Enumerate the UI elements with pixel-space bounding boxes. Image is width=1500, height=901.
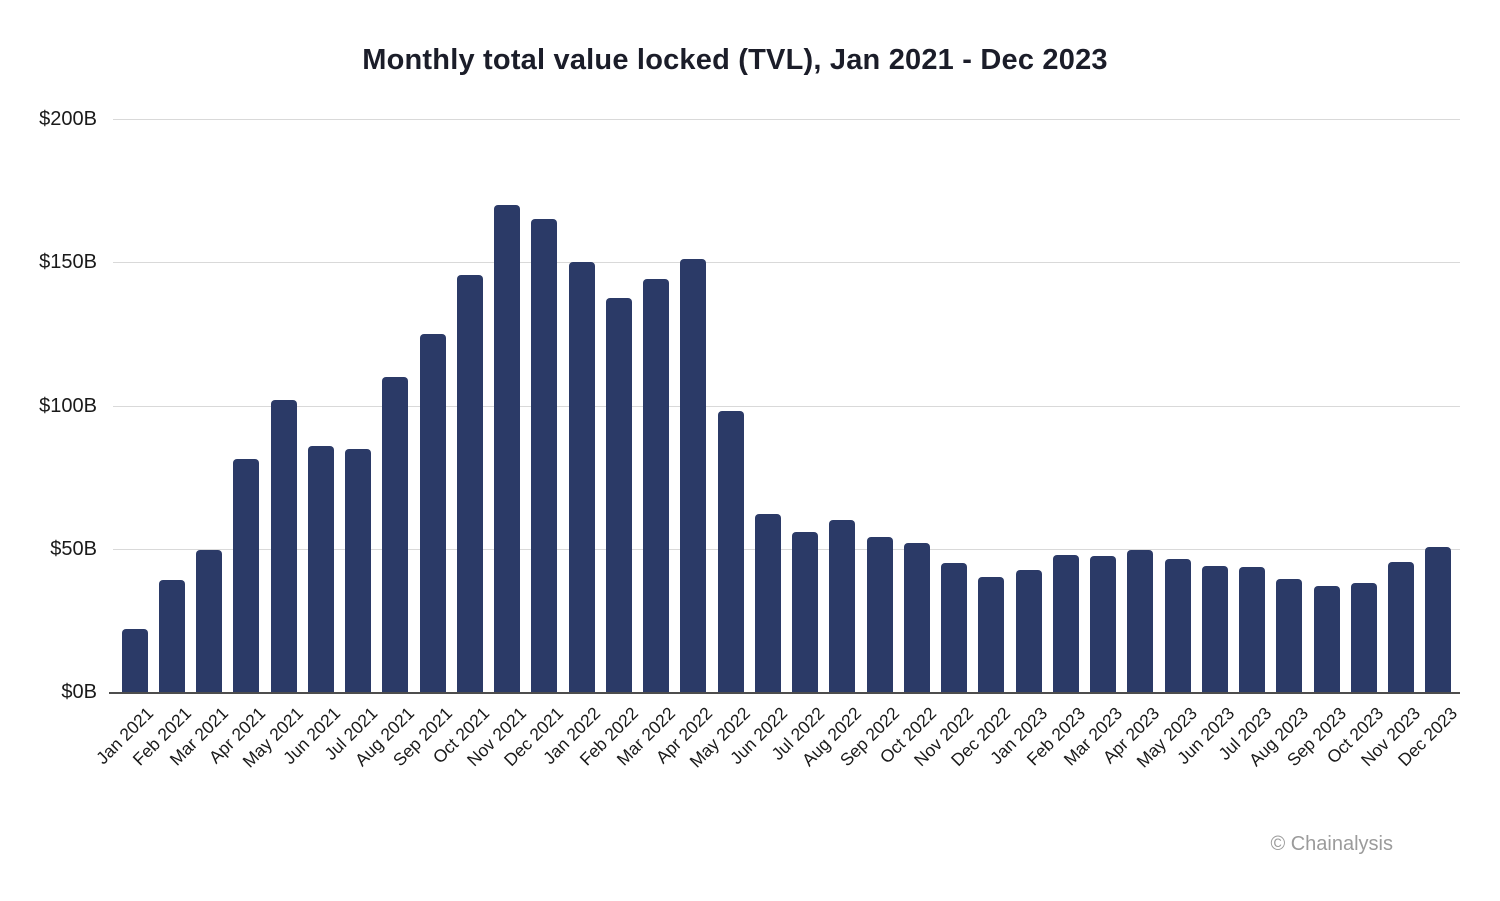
gridline — [113, 549, 1460, 550]
x-axis-line — [109, 692, 1460, 694]
chart-title: Monthly total value locked (TVL), Jan 20… — [362, 44, 1108, 76]
tvl-bar-aug-2021 — [382, 376, 409, 692]
tvl-bar-nov-2023 — [1388, 561, 1414, 692]
tvl-bar-sep-2023 — [1313, 586, 1340, 692]
tvl-bar-nov-2021 — [494, 204, 520, 692]
y-tick-label: $50B — [50, 538, 97, 560]
tvl-bar-dec-2022 — [978, 577, 1005, 692]
tvl-bar-jul-2023 — [1239, 567, 1265, 692]
tvl-bar-sep-2021 — [419, 333, 446, 692]
tvl-bar-sep-2022 — [866, 537, 893, 692]
y-tick-label: $0B — [61, 681, 97, 703]
tvl-bar-aug-2023 — [1276, 578, 1303, 692]
y-tick-label: $100B — [39, 395, 97, 417]
tvl-bar-jun-2023 — [1201, 565, 1228, 692]
gridline — [113, 406, 1460, 407]
y-tick-label: $150B — [39, 251, 97, 273]
tvl-bar-feb-2022 — [605, 298, 632, 692]
tvl-bar-mar-2021 — [196, 550, 222, 692]
tvl-bar-jul-2022 — [792, 531, 818, 692]
tvl-bar-nov-2022 — [941, 563, 967, 692]
tvl-bar-may-2023 — [1164, 558, 1191, 692]
tvl-bar-feb-2023 — [1052, 554, 1079, 692]
tvl-bar-jan-2021 — [121, 629, 148, 692]
tvl-bar-apr-2021 — [233, 458, 260, 692]
tvl-bar-oct-2021 — [456, 275, 483, 692]
tvl-bar-aug-2022 — [829, 520, 856, 692]
gridline — [113, 119, 1460, 120]
tvl-bar-mar-2022 — [643, 279, 669, 692]
tvl-bar-jun-2021 — [307, 445, 334, 692]
gridline — [113, 262, 1460, 263]
tvl-bar-mar-2023 — [1090, 555, 1116, 692]
tvl-bar-dec-2023 — [1425, 547, 1452, 692]
tvl-bar-oct-2022 — [903, 543, 930, 692]
tvl-bar-jun-2022 — [754, 514, 781, 692]
tvl-bar-jul-2021 — [345, 448, 371, 692]
attribution-text: © Chainalysis — [1270, 833, 1393, 855]
tvl-bar-jan-2023 — [1015, 570, 1042, 692]
tvl-bar-apr-2022 — [680, 259, 707, 692]
tvl-bar-dec-2021 — [531, 219, 558, 692]
tvl-bar-may-2021 — [270, 399, 297, 692]
y-tick-label: $200B — [39, 108, 97, 130]
tvl-bar-apr-2023 — [1127, 550, 1154, 692]
tvl-bar-may-2022 — [717, 411, 744, 692]
tvl-bar-oct-2023 — [1350, 583, 1377, 692]
tvl-bar-feb-2021 — [158, 580, 185, 692]
tvl-bar-jan-2022 — [568, 262, 595, 692]
